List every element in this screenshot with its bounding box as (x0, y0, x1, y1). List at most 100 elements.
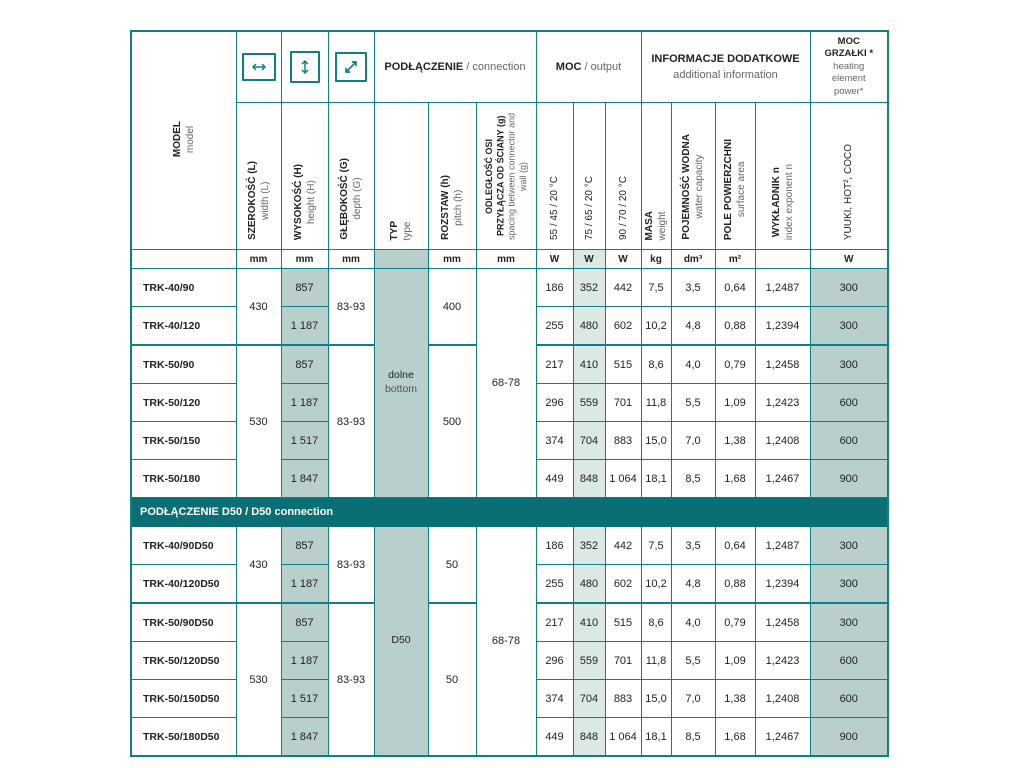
heating-power-value: 900 (809, 717, 889, 757)
output-55-value: 449 (535, 717, 574, 757)
area-value: 0,79 (714, 602, 756, 642)
model-cell: TRK-50/180D50 (130, 717, 237, 757)
depth-value: 83-93 (327, 268, 375, 346)
capacity-value: 7,0 (670, 421, 716, 460)
output-group-label-bold: MOC (555, 61, 582, 73)
width-header-pl: SZEROKOŚĆ (L) (246, 161, 258, 240)
brands-header: YUUKI, HOT², COCO (843, 143, 855, 240)
width-header-en: width (L) (259, 181, 271, 220)
height-value: 1 187 (280, 383, 329, 422)
output-75-value: 848 (572, 459, 606, 498)
capacity-value: 4,0 (670, 602, 716, 642)
heating-power-value: 300 (809, 564, 889, 604)
exponent-value: 1,2487 (754, 268, 811, 307)
column-header-typ: TYP type (373, 102, 429, 250)
output-90-value: 883 (604, 679, 642, 718)
output-90-value: 602 (604, 306, 642, 346)
typ-header-pl: TYP (389, 220, 400, 240)
heating-power-value: 600 (809, 421, 889, 460)
mass-value: 18,1 (640, 717, 672, 757)
height-value: 1 187 (280, 564, 329, 604)
area-value: 1,68 (714, 459, 756, 498)
model-cell: TRK-50/150 (130, 421, 237, 460)
capacity-value: 4,8 (670, 564, 716, 604)
column-header-area: POLE POWIERZCHNI surface area (714, 102, 756, 250)
heating-power-value: 300 (809, 526, 889, 565)
exponent-value: 1,2394 (754, 306, 811, 346)
area-value: 1,68 (714, 717, 756, 757)
model-label-pl: MODEL (171, 120, 183, 158)
output-55-value: 255 (535, 564, 574, 604)
unit-cell-output-90: W (604, 249, 642, 269)
depth-value: 83-93 (327, 602, 375, 757)
unit-cell-output-75: W (572, 249, 606, 269)
column-header-output-55: 55 / 45 / 20 °C (535, 102, 574, 250)
typ-value-pl: dolne (388, 369, 414, 382)
pitch-value: 50 (427, 602, 477, 757)
exponent-value: 1,2458 (754, 344, 811, 384)
mass-value: 11,8 (640, 641, 672, 680)
exponent-value: 1,2408 (754, 679, 811, 718)
capacity-value: 4,0 (670, 344, 716, 384)
mass-value: 11,8 (640, 383, 672, 422)
output-90-value: 883 (604, 421, 642, 460)
output-90-value: 515 (604, 602, 642, 642)
mass-header-en: weight (657, 210, 668, 240)
model-header-text: MODEL model (171, 121, 197, 157)
capacity-header-pl: POJEMNOŚĆ WODNA (681, 134, 692, 240)
width-value: 430 (235, 526, 282, 604)
output-55-value: 186 (535, 268, 574, 307)
height-value: 857 (280, 526, 329, 565)
depth-arrow-icon (335, 52, 367, 82)
width-value: 530 (235, 344, 282, 498)
mass-value: 15,0 (640, 679, 672, 718)
height-value: 1 187 (280, 306, 329, 346)
output-75-value: 352 (572, 526, 606, 565)
area-value: 1,38 (714, 421, 756, 460)
heating-group-label-sub: heating element power* (831, 60, 866, 97)
column-header-output-90: 90 / 70 / 20 °C (604, 102, 642, 250)
heating-power-value: 300 (809, 306, 889, 346)
exponent-value: 1,2423 (754, 383, 811, 422)
output-55-value: 217 (535, 602, 574, 642)
area-value: 0,79 (714, 344, 756, 384)
spacing-value: 68-78 (475, 526, 537, 757)
unit-cell-model (130, 249, 237, 269)
area-value: 1,09 (714, 383, 756, 422)
output-75-value: 848 (572, 717, 606, 757)
height-icon-cell (280, 30, 329, 103)
heating-power-value: 600 (809, 641, 889, 680)
output-55-value: 255 (535, 306, 574, 346)
column-header-model: MODEL model (130, 30, 237, 250)
exponent-value: 1,2487 (754, 526, 811, 565)
height-header-en: height (H) (305, 180, 317, 224)
output-75-value: 480 (572, 306, 606, 346)
height-arrow-icon (289, 51, 320, 83)
exponent-header-pl: WYKŁADNIK n (770, 166, 782, 237)
height-value: 1 517 (280, 679, 329, 718)
model-label-en: model (184, 125, 196, 153)
mass-header-pl: MASA (644, 210, 655, 240)
mass-value: 7,5 (640, 526, 672, 565)
model-cell: TRK-40/90D50 (130, 526, 237, 565)
pitch-value: 400 (427, 268, 477, 346)
pitch-value: 50 (427, 526, 477, 604)
unit-cell-typ (373, 249, 429, 269)
unit-cell-spacing: mm (475, 249, 537, 269)
unit-cell-pitch: mm (427, 249, 477, 269)
area-value: 0,64 (714, 268, 756, 307)
depth-header-pl: GŁĘBOKOŚĆ (G) (339, 158, 350, 240)
output-90-value: 701 (604, 383, 642, 422)
spec-table-wrapper: MODEL model PODŁĄCZENIE / conn (130, 30, 889, 757)
heating-power-value: 600 (809, 383, 889, 422)
additional-group-label-sub: additional information (673, 69, 778, 81)
column-header-brands: YUUKI, HOT², COCO (809, 102, 889, 250)
section-header-d50: PODŁĄCZENIE D50 / D50 connection (130, 497, 889, 527)
capacity-value: 8,5 (670, 717, 716, 757)
output-90-value: 442 (604, 526, 642, 565)
capacity-value: 5,5 (670, 641, 716, 680)
exponent-value: 1,2408 (754, 421, 811, 460)
height-value: 857 (280, 344, 329, 384)
model-cell: TRK-50/120D50 (130, 641, 237, 680)
mass-value: 7,5 (640, 268, 672, 307)
